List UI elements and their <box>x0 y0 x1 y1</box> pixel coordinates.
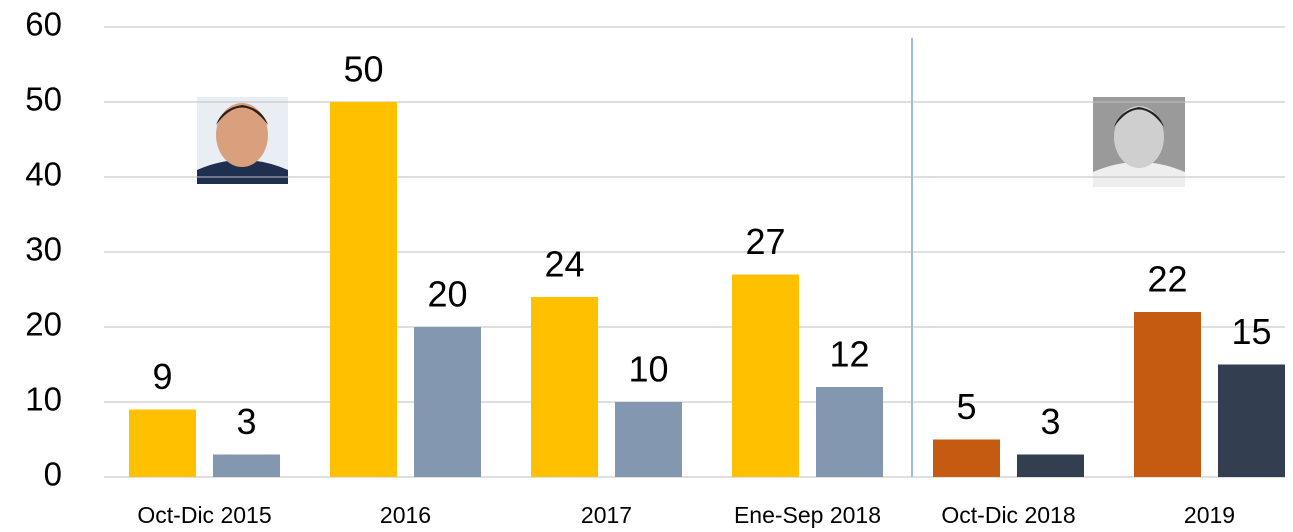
bar <box>732 274 799 477</box>
bar <box>414 327 481 477</box>
value-label: 50 <box>343 49 383 90</box>
x-tick-label: 2016 <box>380 502 431 528</box>
value-label: 15 <box>1231 311 1271 352</box>
x-tick-label: 2019 <box>1184 502 1235 528</box>
y-tick-label: 10 <box>25 381 62 418</box>
x-tick-label: 2017 <box>581 502 632 528</box>
bar <box>330 102 397 477</box>
value-label: 27 <box>745 221 785 262</box>
y-tick-label: 50 <box>25 81 62 118</box>
x-tick-label: Oct-Dic 2018 <box>941 502 1075 528</box>
bar <box>1218 364 1285 477</box>
y-tick-label: 20 <box>25 306 62 343</box>
photo-right <box>1093 97 1185 187</box>
value-label: 3 <box>236 401 256 442</box>
y-tick-label: 60 <box>25 6 62 43</box>
y-tick-label: 40 <box>25 156 62 193</box>
bar <box>1017 454 1084 477</box>
x-tick-label: Oct-Dic 2015 <box>137 502 271 528</box>
bar <box>615 402 682 477</box>
x-tick-label: Ene-Sep 2018 <box>734 502 881 528</box>
value-label: 20 <box>427 274 467 315</box>
value-label: 12 <box>829 334 869 375</box>
bar <box>816 387 883 477</box>
bar <box>129 409 196 477</box>
photo-left <box>197 97 288 184</box>
value-label: 9 <box>152 356 172 397</box>
y-tick-label: 0 <box>44 456 62 493</box>
value-label: 3 <box>1040 401 1060 442</box>
value-label: 24 <box>544 244 584 285</box>
value-label: 5 <box>956 386 976 427</box>
value-label: 10 <box>628 349 668 390</box>
bar <box>933 439 1000 477</box>
bar <box>531 297 598 477</box>
value-label: 22 <box>1147 259 1187 300</box>
y-tick-label: 30 <box>25 231 62 268</box>
bar <box>213 454 280 477</box>
bar <box>1134 312 1201 477</box>
